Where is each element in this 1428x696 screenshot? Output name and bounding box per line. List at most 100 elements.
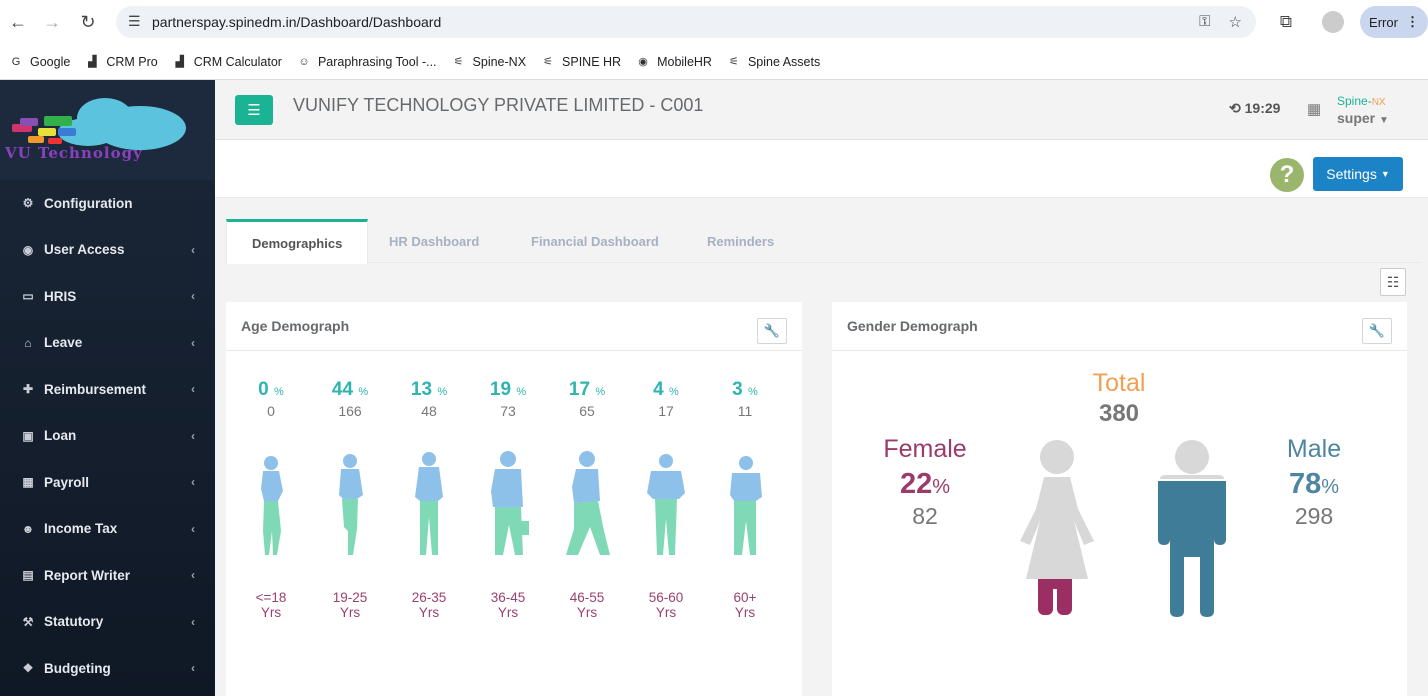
female-block: Female 22% 82 [872, 435, 978, 530]
user-circle-icon: ◉ [22, 242, 34, 257]
age-range-label: <=18 Yrs [236, 590, 306, 620]
age-count: 11 [737, 403, 753, 419]
site-info-icon[interactable]: ☰ [128, 13, 141, 29]
reload-icon[interactable]: ↻ [80, 11, 96, 32]
money-icon: ▣ [22, 428, 34, 443]
help-icon[interactable]: ? [1270, 158, 1304, 192]
male-pct-value: 78 [1288, 468, 1322, 500]
address-bar[interactable]: ☰ partnerspay.spinedm.in/Dashboard/Dashb… [116, 6, 1256, 38]
male-block: Male 78% 298 [1262, 435, 1366, 530]
company-logo[interactable]: VU Technology [0, 80, 215, 180]
panel-header: Age Demograph 🔧 [226, 302, 802, 351]
age-pct-value: 19 [489, 379, 512, 400]
male-percent: 78% [1262, 468, 1366, 501]
chevron-left-icon: ‹ [191, 521, 195, 536]
bookmark-item[interactable]: ☺ Paraphrasing Tool -... [296, 55, 436, 69]
tab-demographics[interactable]: Demographics [226, 219, 369, 264]
sidebar-item-statutory[interactable]: ⚒ Statutory ‹ [0, 599, 215, 646]
layout-toggle-icon[interactable]: ☷ [1380, 268, 1406, 296]
chevron-left-icon: ‹ [191, 428, 195, 443]
settings-label: Settings [1326, 166, 1377, 182]
forward-icon[interactable]: → [43, 11, 61, 32]
key-icon[interactable]: ⚿ [1199, 13, 1211, 30]
caret-down-icon: ▼ [1379, 115, 1389, 126]
bookmark-item[interactable]: ▟ CRM Pro [84, 55, 158, 69]
sidebar-item-label: Payroll [44, 474, 90, 490]
age-pct-value: 0 [258, 379, 269, 400]
age-percent: 19 % [473, 379, 543, 401]
sidebar-item-label: Configuration [44, 195, 133, 211]
age-range: 46-55 [569, 590, 605, 605]
bookmark-label: Spine Assets [747, 54, 821, 69]
sidebar-item-budgeting[interactable]: ❖ Budgeting ‹ [0, 645, 215, 692]
dashboard-tabs: Demographics HR Dashboard Financial Dashbo… [226, 219, 1422, 264]
age-range: 56-60 [648, 590, 684, 605]
sidebar-item-reimbursement[interactable]: ✚ Reimbursement ‹ [0, 366, 215, 413]
bookmark-item[interactable]: ⚟ Spine-NX [451, 54, 527, 69]
age-pct-value: 3 [732, 379, 743, 400]
sidebar-item-label: User Access [44, 242, 125, 258]
sidebar-item-user-access[interactable]: ◉ User Access ‹ [0, 227, 215, 274]
sidebar-item-payroll[interactable]: ▦ Payroll ‹ [0, 459, 215, 506]
female-pct-value: 22 [899, 468, 933, 500]
person-figure-icon [339, 454, 363, 555]
sidebar-item-hris[interactable]: ▭ HRIS ‹ [0, 273, 215, 320]
age-count: 65 [579, 403, 595, 419]
bookmark-item[interactable]: ⚟ SPINE HR [540, 55, 621, 69]
sidebar-item-leave[interactable]: ⌂ Leave ‹ [0, 320, 215, 367]
bookmark-item[interactable]: ⚟ Spine Assets [726, 55, 820, 69]
pct-sign: % [595, 386, 606, 398]
settings-button[interactable]: Settings ▼ [1313, 157, 1403, 191]
age-percent: 3 % [710, 379, 780, 401]
age-percent: 0 % [236, 379, 306, 401]
tab-financial-dashboard[interactable]: Financial Dashboard [506, 219, 684, 263]
wrench-icon[interactable]: 🔧 [757, 318, 787, 344]
users-icon: ☻ [21, 521, 35, 536]
username: super [1337, 110, 1376, 126]
tab-hr-dashboard[interactable]: HR Dashboard [364, 219, 504, 263]
bookmark-item[interactable]: ◉ MobileHR [635, 55, 712, 69]
extensions-icon[interactable]: ⧉ [1279, 12, 1292, 31]
pct-sign: % [748, 386, 758, 398]
age-unit: Yrs [655, 605, 677, 620]
age-count: 17 [658, 403, 674, 419]
person-figure-icon [415, 452, 443, 555]
age-pct-value: 44 [331, 379, 354, 400]
wrench-icon[interactable]: 🔧 [1362, 318, 1392, 344]
sidebar-item-configuration[interactable]: ⚙ Configuration [0, 180, 215, 227]
sidebar-item-loan[interactable]: ▣ Loan ‹ [0, 413, 215, 460]
sidebar-item-income-tax[interactable]: ☻ Income Tax ‹ [0, 506, 215, 553]
bookmark-item[interactable]: G Google [8, 55, 71, 69]
back-icon[interactable]: ← [9, 11, 27, 32]
chevron-left-icon: ‹ [191, 661, 195, 676]
gender-demograph-panel: Gender Demograph 🔧 Total 380 Female 22% … [832, 302, 1407, 696]
user-menu[interactable]: super ▼ [1337, 110, 1389, 126]
avatar[interactable] [1322, 11, 1344, 33]
profile-error-label: Error [1369, 14, 1398, 30]
sidebar-item-report-writer[interactable]: ▤ Report Writer ‹ [0, 552, 215, 599]
age-unit: Yrs [260, 605, 282, 620]
page-actions-bar: ? Settings ▼ [215, 140, 1428, 198]
chevron-left-icon: ‹ [191, 475, 195, 490]
sidebar-item-label: Report Writer [44, 567, 131, 583]
profile-error-button[interactable]: Error ⋮ [1360, 6, 1428, 38]
hamburger-icon: ☰ [247, 102, 261, 119]
tab-label: Reminders [707, 233, 775, 249]
sidebar-item-label: Statutory [44, 614, 104, 630]
cubes-icon: ❖ [22, 661, 34, 676]
bar-chart-icon: ▟ [175, 56, 184, 68]
age-percent: 17 % [552, 379, 622, 401]
person-figure-icon [647, 454, 685, 555]
bookmark-label: SPINE HR [562, 54, 622, 69]
bookmark-label: Spine-NX [472, 54, 527, 69]
bookmark-item[interactable]: ▟ CRM Calculator [172, 55, 281, 69]
sidebar-item-label: Leave [44, 335, 83, 351]
bookmark-star-icon[interactable]: ☆ [1228, 14, 1242, 31]
age-range: 26-35 [411, 590, 447, 605]
age-range: 19-25 [332, 590, 368, 605]
female-count: 82 [912, 503, 938, 529]
apps-grid-icon[interactable]: ▦ [1307, 101, 1322, 118]
menu-toggle-button[interactable]: ☰ [235, 95, 273, 125]
total-label: Total [1092, 369, 1146, 397]
tab-reminders[interactable]: Reminders [682, 219, 799, 263]
